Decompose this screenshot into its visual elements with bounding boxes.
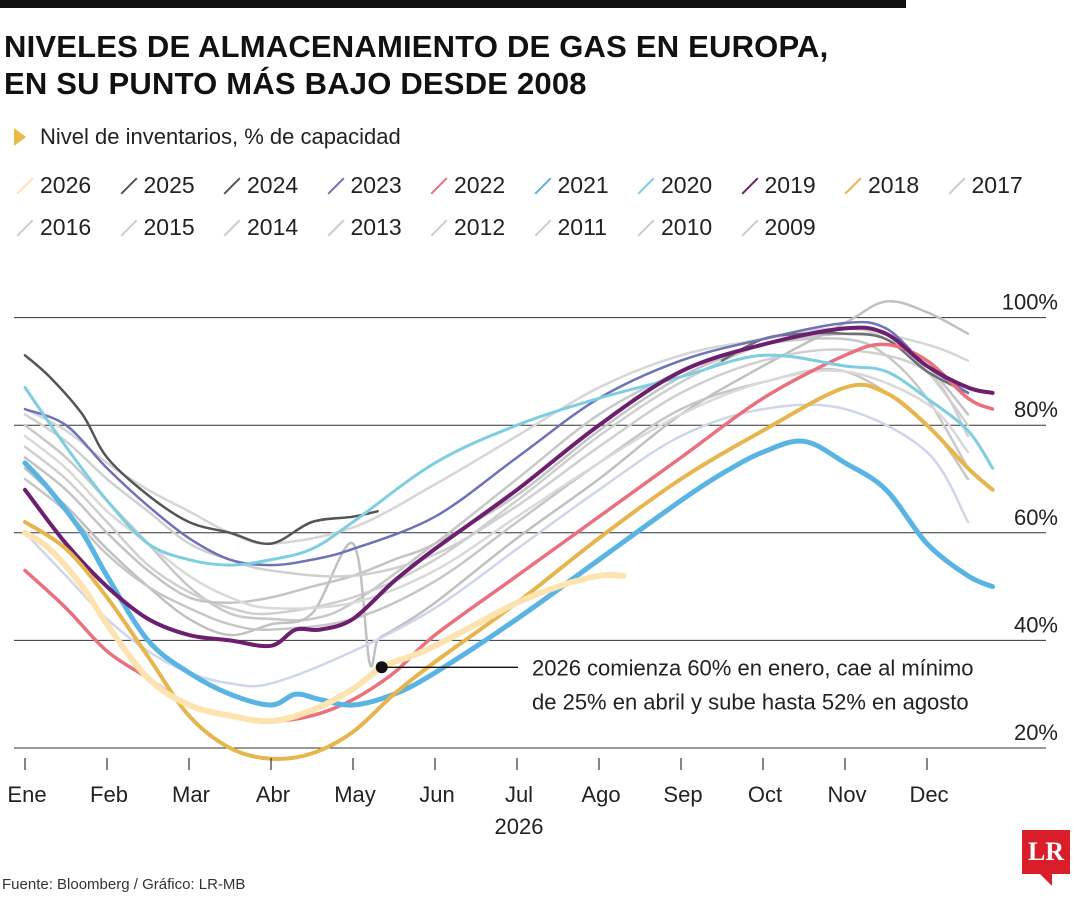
series-line-2014 [23,327,970,545]
legend-label: 2025 [143,172,195,198]
series-line-2012 [23,348,970,578]
series-line-2019 [23,325,995,649]
legend-item-2013: 2013 [327,214,402,241]
legend-label: 2017 [971,172,1023,198]
legend-item-2009: 2009 [741,214,816,241]
x-tick-label-Mar: Mar [172,782,210,807]
legend-label: 2015 [143,214,195,240]
x-tick-label-Dec: Dec [909,782,948,807]
legend-marker [844,177,862,195]
x-axis-year: 2026 [495,814,544,839]
legend-item-2010: 2010 [637,214,713,241]
legend-label: 2026 [40,172,92,198]
legend-marker [223,177,241,195]
top-bar [0,0,906,8]
legend-marker [637,219,655,237]
legend-label: 2022 [454,172,506,198]
y-tick-label: 40% [1014,612,1058,637]
x-tick-label-Sep: Sep [663,782,702,807]
x-tick-label-Jul: Jul [505,782,533,807]
x-tick-label-Jun: Jun [419,782,454,807]
subtitle-text: Nivel de inventarios, % de capacidad [40,124,401,149]
legend-item-2016: 2016 [16,214,92,241]
x-axis: Ene Feb Mar Abr May Jun Jul Ago Sep Oct Nov Dec 2026 [7,758,949,839]
legend-item-2012: 2012 [430,214,506,241]
legend-marker [327,177,344,195]
legend-label: 2021 [557,172,609,198]
x-tick-label-Feb: Feb [90,782,128,807]
legend-label: 2016 [40,214,92,240]
x-tick-label-Ene: Ene [7,782,46,807]
legend-marker [223,219,241,237]
legend-item-2023: 2023 [327,172,402,199]
legend-label: 2010 [661,214,713,240]
legend-marker [120,219,137,237]
annotation-text-2: de 25% en abril y sube hasta 52% en agos… [532,689,969,714]
legend-marker [534,219,551,237]
title-line-1: NIVELES DE ALMACENAMIENTO DE GAS EN EURO… [4,29,829,64]
legend-marker [741,219,758,237]
legend-label: 2020 [661,172,713,198]
legend-marker [430,177,448,195]
legend-item-2020: 2020 [637,172,713,199]
title-line-2: EN SU PUNTO MÁS BAJO DESDE 2008 [4,66,587,101]
series-line-2025 [23,354,379,546]
legend-label: 2013 [350,214,402,240]
x-tick-label-May: May [334,782,376,807]
legend-marker [16,219,34,237]
legend-marker [948,177,965,195]
legend-item-2017: 2017 [948,172,1023,199]
legend-label: 2014 [247,214,299,240]
legend-label: 2019 [764,172,816,198]
legend-label: 2011 [557,214,607,240]
legend-marker [430,219,448,237]
legend-item-2019: 2019 [741,172,816,199]
annotation: 2026 comienza 60% en enero, cae al mínim… [375,655,973,714]
legend-label: 2012 [454,214,506,240]
grid: 20% 40% 60% 80% 100% [14,290,1058,749]
y-tick-label: 20% [1014,720,1058,745]
y-tick-label: 60% [1014,505,1058,530]
x-tick-label-Nov: Nov [827,782,866,807]
annotation-text-1: 2026 comienza 60% en enero, cae al mínim… [532,655,973,680]
legend-label: 2023 [350,172,402,198]
legend-item-2022: 2022 [430,172,506,199]
series-lines [22,299,996,762]
legend-marker [534,177,551,195]
legend-item-2025: 2025 [120,172,195,199]
chart-title: NIVELES DE ALMACENAMIENTO DE GAS EN EURO… [4,28,828,102]
series-line-2023 [23,320,970,567]
legend-item-2024: 2024 [223,172,299,199]
legend-marker [327,219,344,237]
legend-label: 2009 [764,214,816,240]
series-line-2021 [22,438,996,708]
legend-marker [120,177,137,195]
annotation-dot [375,661,388,674]
triangle-icon [14,128,26,146]
series-line-2020 [23,353,995,567]
legend-item-2021: 2021 [534,172,609,199]
chart-subtitle: Nivel de inventarios, % de capacidad [14,124,401,150]
chart-plot: 20% 40% 60% 80% 100% 2026 comienza 60% en en… [7,290,1058,839]
legend-label: 2018 [868,172,920,198]
legend-item-2014: 2014 [223,214,299,241]
series-line-2018 [23,382,995,762]
legend-item-2026: 2026 [16,172,92,199]
source-footer: Fuente: Bloomberg / Gráfico: LR-MB [2,876,246,893]
y-tick-label: 80% [1014,397,1058,422]
y-tick-label: 100% [1002,290,1058,315]
lr-logo-tail [1040,874,1052,886]
legend-label: 2024 [247,172,299,198]
x-tick-label-Ago: Ago [581,782,620,807]
series-line-2026 [22,529,627,725]
legend-item-2015: 2015 [120,214,195,241]
legend-item-2011: 2011 [534,214,607,241]
legend-marker [637,177,655,195]
legend-marker [741,177,758,195]
x-tick-label-Abr: Abr [256,782,290,807]
x-tick-label-Oct: Oct [748,782,782,807]
lr-logo: LR [1022,830,1070,874]
legend-marker [16,177,34,195]
legend-item-2018: 2018 [844,172,920,199]
